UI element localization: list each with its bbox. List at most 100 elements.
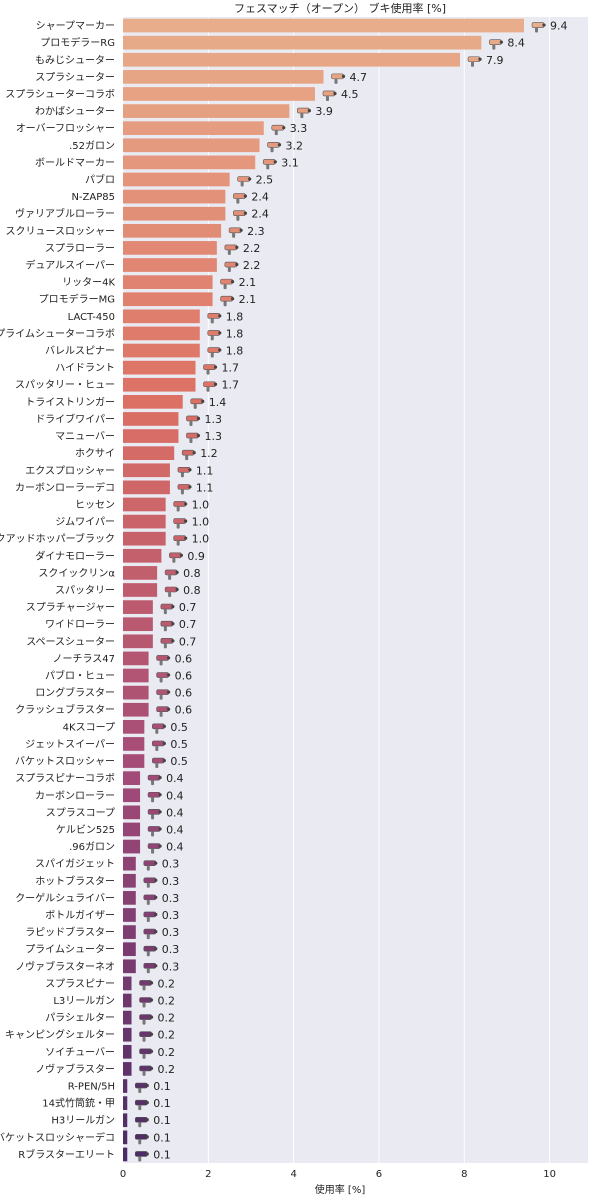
value-label: 7.9: [486, 54, 504, 67]
weapon-icon: [297, 107, 311, 119]
bar: [123, 52, 461, 67]
category-label: クアッドホッパーブラック: [0, 532, 115, 545]
category-label: トライストリンガー: [25, 396, 115, 408]
weapon-icon: [173, 518, 188, 529]
value-label: 0.3: [162, 926, 180, 939]
value-label: 0.2: [158, 1063, 176, 1076]
category-label: ダイナモローラー: [35, 549, 115, 562]
value-label: 0.6: [175, 687, 193, 700]
value-label: 0.1: [153, 1148, 171, 1161]
value-label: 0.1: [153, 1131, 171, 1144]
value-label: 0.3: [162, 892, 180, 905]
value-label: 2.1: [239, 276, 257, 289]
weapon-icon: [207, 313, 222, 324]
value-label: 1.8: [226, 327, 244, 340]
category-label: ボトルガイザー: [45, 909, 115, 921]
category-label: シャープマーカー: [36, 20, 115, 32]
category-label: プロモデラーRG: [40, 36, 115, 49]
bar: [123, 566, 158, 580]
category-label: 14式竹筒銃・甲: [42, 1097, 115, 1110]
value-label: 1.0: [192, 533, 210, 546]
category-label: ソイチューバー: [45, 1046, 115, 1058]
category-label: クラッシュブラスター: [15, 703, 115, 716]
bar: [123, 771, 141, 785]
value-label: 0.4: [166, 823, 184, 836]
weapon-icon: [156, 655, 171, 666]
weapon-icon: [489, 39, 503, 50]
weapon-icon: [152, 757, 166, 769]
value-label: 8.4: [507, 37, 525, 50]
value-label: 0.3: [162, 943, 180, 956]
weapon-icon: [271, 124, 286, 136]
category-label: 4Kスコープ: [63, 721, 115, 733]
category-label: バケットスロッシャー: [15, 756, 115, 768]
weapon-icon: [322, 90, 337, 101]
category-label: スパッタリー・ヒュー: [15, 379, 115, 391]
value-label: 1.1: [196, 464, 214, 477]
category-label: スパッタリー: [55, 585, 115, 597]
category-label: マニューバー: [55, 431, 115, 443]
bar: [123, 702, 149, 717]
value-label: 0.1: [153, 1080, 171, 1093]
bar: [123, 343, 200, 358]
value-label: 0.2: [158, 1046, 176, 1059]
category-label: ボールドマーカー: [35, 157, 115, 169]
weapon-icon: [186, 432, 201, 444]
bar: [123, 104, 290, 118]
weapon-icon: [139, 1065, 154, 1076]
weapon-icon: [134, 1151, 149, 1162]
bar: [123, 377, 196, 392]
category-label: L3リールガン: [53, 995, 115, 1007]
weapon-icon: [152, 723, 166, 734]
weapon-icon: [173, 501, 188, 512]
weapon-icon: [139, 1031, 154, 1042]
bar: [123, 583, 158, 597]
category-label: プライムシューター: [25, 944, 115, 956]
bar: [123, 1062, 132, 1076]
weapon-icon: [156, 689, 171, 700]
category-label: スプラスピナーコラボ: [15, 773, 115, 785]
x-tick-labels: 0 2 4 6 8 10: [120, 1169, 556, 1180]
category-label: バレルスピナー: [45, 345, 115, 357]
value-label: 1.8: [226, 345, 244, 358]
bar: [123, 685, 149, 700]
weapon-icon: [147, 774, 162, 786]
weapon-icon: [134, 1082, 149, 1094]
weapon-icon: [134, 1099, 149, 1111]
weapon-icon: [190, 398, 205, 409]
bar: [123, 1130, 128, 1145]
bar: [123, 258, 217, 272]
value-label: 1.7: [222, 362, 240, 375]
weapon-icon: [181, 449, 196, 461]
value-label: 0.6: [175, 652, 193, 665]
category-label: ケルビン525: [56, 824, 115, 836]
value-label: 0.2: [158, 1029, 176, 1042]
bar: [123, 480, 170, 495]
category-label: ラピッドブラスター: [25, 926, 115, 939]
bar: [123, 138, 260, 153]
value-label: 0.2: [158, 995, 176, 1008]
weapon-icon: [160, 620, 175, 632]
x-tick-label: 6: [376, 1169, 382, 1180]
value-label: 0.4: [166, 841, 184, 854]
category-label: キャンピングシェルター: [5, 1028, 115, 1041]
value-label: 0.2: [158, 977, 176, 990]
bar: [123, 668, 149, 683]
weapon-icon: [143, 928, 158, 940]
value-label: 0.2: [158, 1012, 176, 1025]
value-label: 0.1: [153, 1097, 171, 1110]
value-label: 3.1: [281, 156, 299, 169]
value-label: 1.3: [204, 413, 222, 426]
category-label: プロモデラーMG: [39, 293, 115, 306]
bar: [123, 326, 200, 341]
category-label: ヴァリアブルローラー: [15, 207, 115, 220]
value-label: 0.7: [179, 635, 197, 648]
category-label: パラシェルター: [45, 1012, 115, 1024]
x-axis-label: 使用率 [%]: [315, 1183, 366, 1196]
bar: [123, 497, 166, 512]
category-label: デュアルスイーパー: [25, 259, 115, 272]
weapon-icon: [233, 210, 247, 221]
value-label: 2.4: [251, 208, 269, 221]
chart-title: フェスマッチ（オープン） ブキ使用率 [%]: [234, 1, 446, 15]
category-label: カーボンローラー: [35, 790, 115, 802]
